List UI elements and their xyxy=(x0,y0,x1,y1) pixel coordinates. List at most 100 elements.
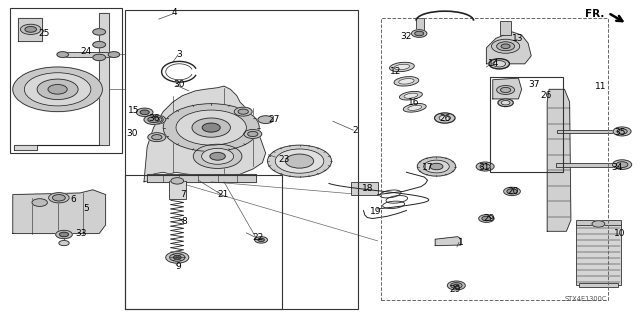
Circle shape xyxy=(148,117,159,122)
Circle shape xyxy=(170,254,185,261)
Text: 29: 29 xyxy=(449,285,461,294)
Circle shape xyxy=(244,130,262,138)
Circle shape xyxy=(57,52,68,57)
Text: 26: 26 xyxy=(541,91,552,100)
Text: 30: 30 xyxy=(127,130,138,138)
Circle shape xyxy=(417,157,456,176)
Circle shape xyxy=(238,109,248,114)
Circle shape xyxy=(489,59,509,69)
Circle shape xyxy=(202,148,234,164)
Circle shape xyxy=(37,79,78,100)
Text: 27: 27 xyxy=(269,115,280,124)
Text: 29: 29 xyxy=(483,214,495,223)
Text: 34: 34 xyxy=(611,163,623,172)
Circle shape xyxy=(612,160,632,169)
Bar xyxy=(490,77,563,172)
Circle shape xyxy=(148,133,166,142)
Circle shape xyxy=(140,110,149,115)
Polygon shape xyxy=(547,89,571,231)
Circle shape xyxy=(13,67,102,112)
Circle shape xyxy=(592,221,605,227)
Bar xyxy=(576,224,621,285)
Text: 37: 37 xyxy=(528,80,540,89)
Bar xyxy=(169,181,186,199)
Text: 19: 19 xyxy=(370,207,381,216)
Bar xyxy=(63,52,115,57)
Text: 5: 5 xyxy=(83,204,89,213)
Text: 23: 23 xyxy=(278,155,290,164)
Ellipse shape xyxy=(399,78,414,84)
Circle shape xyxy=(176,110,246,145)
Circle shape xyxy=(424,160,449,173)
Circle shape xyxy=(166,252,189,263)
Circle shape xyxy=(268,145,332,177)
Circle shape xyxy=(258,116,273,123)
Polygon shape xyxy=(486,32,531,64)
Text: 36: 36 xyxy=(148,114,160,122)
Text: 17: 17 xyxy=(422,163,434,172)
Circle shape xyxy=(60,232,68,237)
Circle shape xyxy=(56,230,72,239)
Bar xyxy=(556,163,623,167)
Circle shape xyxy=(234,107,252,116)
Circle shape xyxy=(435,113,455,123)
Circle shape xyxy=(59,241,69,246)
Bar xyxy=(416,18,424,30)
Bar xyxy=(500,21,511,35)
Bar xyxy=(579,283,618,287)
Circle shape xyxy=(24,73,91,106)
Text: 18: 18 xyxy=(362,184,373,193)
Text: 8: 8 xyxy=(182,217,188,226)
Circle shape xyxy=(255,237,268,243)
Circle shape xyxy=(148,115,166,124)
Circle shape xyxy=(52,195,65,201)
Circle shape xyxy=(439,115,451,121)
Circle shape xyxy=(192,118,230,137)
Polygon shape xyxy=(147,174,256,182)
Circle shape xyxy=(500,87,511,93)
Circle shape xyxy=(415,31,424,36)
Text: 1: 1 xyxy=(458,238,463,247)
Bar xyxy=(381,18,608,300)
Circle shape xyxy=(210,152,225,160)
Bar xyxy=(10,8,122,153)
Text: 11: 11 xyxy=(595,82,607,91)
Bar xyxy=(125,175,282,309)
Circle shape xyxy=(454,284,459,287)
Circle shape xyxy=(20,24,41,34)
Text: 10: 10 xyxy=(614,229,626,238)
Circle shape xyxy=(617,129,627,134)
Text: 22: 22 xyxy=(253,233,264,242)
Circle shape xyxy=(616,162,628,167)
Ellipse shape xyxy=(408,105,422,110)
Circle shape xyxy=(447,281,465,290)
Text: 4: 4 xyxy=(172,8,177,17)
Text: 26: 26 xyxy=(440,114,451,122)
Circle shape xyxy=(430,163,443,170)
Polygon shape xyxy=(14,13,109,150)
Circle shape xyxy=(152,135,162,140)
Text: 13: 13 xyxy=(512,34,524,43)
Text: 14: 14 xyxy=(488,59,499,68)
Polygon shape xyxy=(493,78,522,99)
Circle shape xyxy=(152,117,162,122)
Circle shape xyxy=(501,100,510,105)
Circle shape xyxy=(493,61,506,67)
Circle shape xyxy=(108,52,120,57)
Text: 6: 6 xyxy=(70,195,76,204)
Text: 35: 35 xyxy=(614,128,626,137)
Circle shape xyxy=(498,99,513,107)
Text: 30: 30 xyxy=(173,80,184,89)
Text: 31: 31 xyxy=(479,163,490,172)
Bar xyxy=(125,10,358,309)
Circle shape xyxy=(501,44,510,48)
Text: 33: 33 xyxy=(76,229,87,238)
Circle shape xyxy=(492,39,520,53)
Ellipse shape xyxy=(390,62,414,72)
Circle shape xyxy=(48,85,67,94)
Circle shape xyxy=(25,26,36,32)
Circle shape xyxy=(32,199,47,206)
Text: 24: 24 xyxy=(80,47,92,56)
Text: 12: 12 xyxy=(390,67,402,76)
Circle shape xyxy=(144,115,163,124)
